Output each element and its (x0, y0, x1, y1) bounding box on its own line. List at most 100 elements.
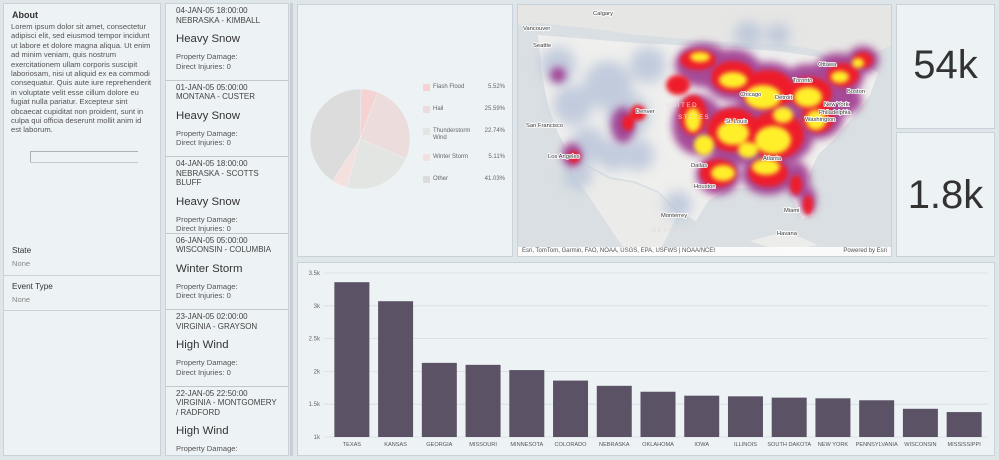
heat-peak (755, 126, 791, 154)
map-canvas[interactable]: Calgary Vancouver Seattle Ottawa Toronto Bost… (518, 5, 892, 257)
heat-low (734, 21, 762, 49)
event-direct-injuries: Direct Injuries: 0 (176, 367, 231, 377)
event-type: Heavy Snow (176, 109, 240, 122)
bar[interactable] (859, 400, 895, 437)
legend-label: Flash Flood (433, 84, 465, 90)
bar[interactable] (946, 412, 982, 437)
pie-slice[interactable] (359, 92, 411, 159)
map-label: Monterrey (661, 213, 687, 219)
bar[interactable] (465, 364, 501, 437)
map-label: Washington (805, 117, 835, 123)
map-label: Ottawa (818, 62, 837, 68)
event-list-item[interactable]: 22-JAN-05 22:50:00 VIRGINIA - MONTGOMERY … (166, 387, 288, 456)
bar[interactable] (684, 395, 720, 437)
x-tick-label: GEORGIA (426, 442, 452, 448)
map-label: Philadelphia (819, 110, 851, 116)
event-date: 22-JAN-05 22:50:00 (176, 388, 248, 398)
map-label: Dallas (691, 163, 707, 169)
legend-item[interactable]: Winter Storm 5.11% (423, 154, 505, 176)
state-filter-value[interactable]: None (12, 259, 31, 268)
map-label: Houston (694, 184, 716, 190)
legend-item[interactable]: Flash Flood 5.52% (423, 84, 505, 106)
event-type-filter-label: Event Type (12, 282, 53, 291)
legend-label: Winter Storm (433, 154, 469, 160)
event-date: 04-JAN-05 18:00:00 (176, 6, 248, 15)
attribution-text: Esri, TomTom, Garmin, FAO, NOAA, USGS, E… (522, 248, 716, 254)
kpi-value: 1.8k (907, 173, 984, 217)
map-label: UNITED (666, 102, 698, 109)
event-date: 04-JAN-05 18:00:00 (176, 159, 248, 168)
event-list[interactable]: 04-JAN-05 18:00:00 NEBRASKA - KIMBALL Heav… (165, 3, 289, 456)
heat-low (564, 161, 592, 189)
legend-swatch (423, 128, 430, 135)
heat-high (630, 105, 646, 121)
pie-chart (309, 88, 411, 190)
event-list-item[interactable]: 04-JAN-05 18:00:00 NEBRASKA - KIMBALL Heav… (166, 4, 288, 81)
heat-peak (690, 52, 710, 62)
legend-item[interactable]: Thunderstorm Wind 22.74% (423, 128, 505, 154)
event-location: WISCONSIN - COLUMBIA (176, 245, 272, 254)
legend-swatch (423, 84, 430, 91)
map-label: Los Angeles (548, 154, 580, 160)
heat-low (540, 47, 576, 83)
bar[interactable] (509, 370, 545, 437)
bar[interactable] (596, 385, 632, 437)
map-label: Havana (777, 231, 798, 237)
map-label: Calgary (593, 11, 613, 17)
legend-swatch (423, 106, 430, 113)
heat-low (553, 85, 593, 125)
y-tick-label: 3.5k (309, 271, 321, 277)
event-list-scrollbar[interactable] (290, 3, 293, 456)
bar[interactable] (421, 362, 457, 437)
legend-value: 41.03% (484, 176, 505, 182)
legend-label: Thunderstorm Wind (433, 128, 471, 141)
event-list-item[interactable]: 01-JAN-05 05:00:00 MONTANA - CUSTER Heavy … (166, 81, 288, 157)
heat-peak (831, 71, 849, 83)
bar[interactable] (334, 282, 370, 437)
event-location: NEBRASKA - KIMBALL (176, 15, 261, 25)
event-type-filter[interactable]: Event Type None (4, 282, 160, 304)
event-list-item[interactable]: 06-JAN-05 05:00:00 WISCONSIN - COLUMBIA Wi… (166, 234, 288, 310)
heat-high (790, 175, 802, 195)
heat-peak (806, 110, 826, 130)
bar[interactable] (727, 396, 763, 437)
x-tick-label: PENNSYLVANIA (856, 442, 898, 448)
state-filter-label: State (12, 246, 32, 255)
pie-slice[interactable] (309, 88, 362, 182)
event-date: 06-JAN-05 05:00:00 (176, 235, 248, 245)
x-tick-label: OKLAHOMA (642, 442, 674, 448)
pie-slice[interactable] (346, 138, 407, 190)
map-label: Detroit (775, 95, 792, 101)
map-label: MÉXICO (651, 227, 684, 234)
event-list-item[interactable]: 23-JAN-05 02:00:00 VIRGINIA - GRAYSON High… (166, 310, 288, 387)
event-list-item[interactable]: 04-JAN-05 18:00:00 NEBRASKA - SCOTTS BLUF… (166, 157, 288, 234)
heat-peak (694, 135, 714, 155)
bar[interactable] (771, 397, 807, 437)
x-tick-label: MISSISSIPPI (948, 442, 982, 448)
legend-value: 25.59% (484, 106, 505, 112)
bar[interactable] (902, 408, 938, 437)
map-label: Boston (847, 89, 865, 95)
event-type-filter-value[interactable]: None (12, 295, 31, 304)
event-location: VIRGINIA - MONTGOMERY / RADFORD (176, 398, 277, 417)
divider (30, 162, 138, 163)
heat-peak (717, 121, 749, 145)
bar[interactable] (640, 391, 676, 437)
event-type: High Wind (176, 425, 229, 437)
event-date: 23-JAN-05 02:00:00 (176, 312, 248, 321)
event-property-damage: Property Damage: (176, 52, 238, 61)
legend-item[interactable]: Other 41.03% (423, 176, 505, 198)
legend-item[interactable]: Hail 25.59% (423, 106, 505, 128)
heatmap-map[interactable]: Calgary Vancouver Seattle Ottawa Toronto Bost… (517, 4, 892, 257)
powered-by-esri[interactable]: Powered by Esri (843, 248, 887, 254)
map-label: Atlanta (763, 156, 782, 162)
divider (4, 310, 160, 311)
bar[interactable] (553, 380, 589, 437)
bar[interactable] (815, 398, 851, 437)
event-date: 01-JAN-05 05:00:00 (176, 82, 248, 92)
bar[interactable] (378, 301, 414, 437)
y-tick-label: 2k (314, 369, 321, 375)
state-filter[interactable]: State None (4, 246, 160, 268)
events-by-state-bar-chart: 1k 1.5k 2k 2.5k 3k 3.5k TEXAS KANSAS GEORGIA MISS… (297, 262, 995, 456)
y-tick-label: 3k (314, 304, 321, 310)
